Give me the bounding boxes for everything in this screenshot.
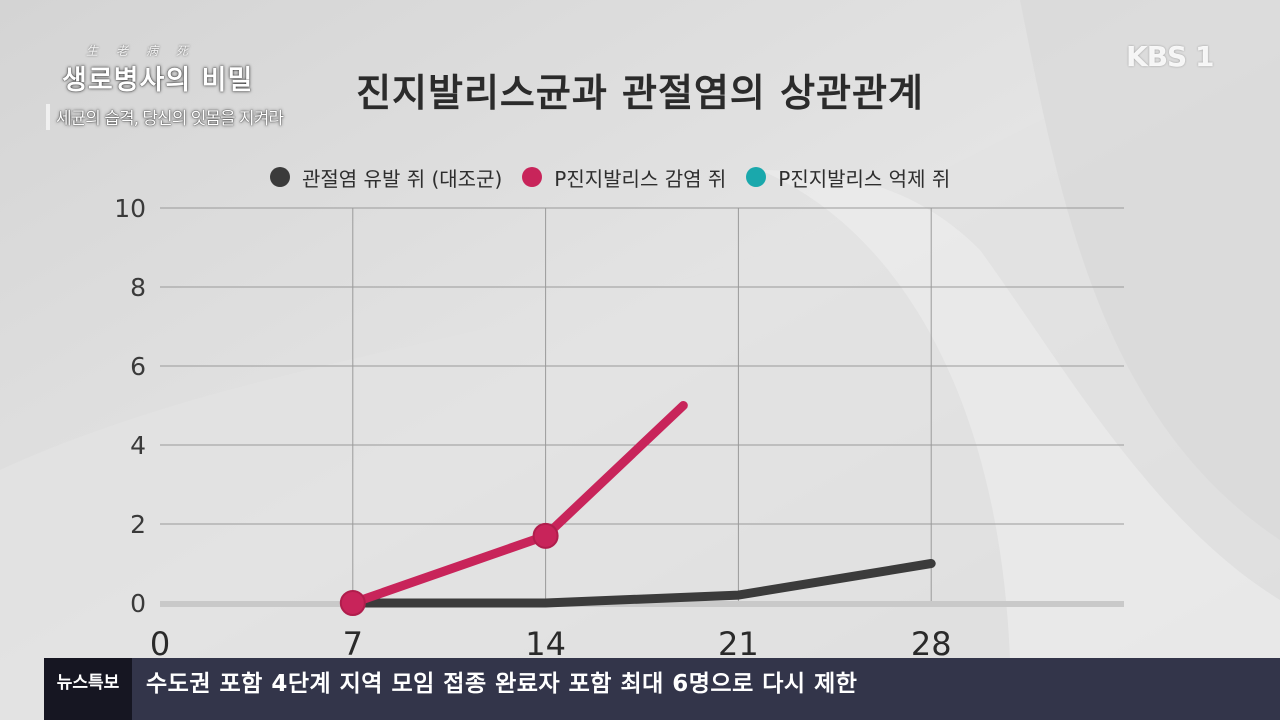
y-tick-label: 10 [114,194,146,223]
chart-title: 진지발리스균과 관절염의 상관관계 [356,71,924,115]
ticker-headline: 수도권 포함 4단계 지역 모임 접종 완료자 포함 최대 6명으로 다시 제한 [146,671,858,697]
legend-label: P진지발리스 감염 쥐 [554,166,727,191]
news-ticker: 뉴스특보 수도권 포함 4단계 지역 모임 접종 완료자 포함 최대 6명으로 … [44,658,1280,720]
channel-logo: KBS 1 [1126,40,1214,73]
x-tick-label: 21 [718,625,759,663]
legend-item-control: 관절염 유발 쥐 (대조군) [270,163,502,192]
y-tick-label: 4 [130,431,146,460]
y-tick-label: 2 [130,510,146,539]
y-tick-label: 8 [130,273,146,302]
legend-dot-icon [522,167,543,187]
x-tick-label: 0 [150,625,170,663]
series-line-1 [348,401,688,608]
x-tick-label: 7 [343,625,363,663]
legend-label: 관절염 유발 쥐 (대조군) [302,166,503,191]
legend-dot-icon [746,167,767,187]
series-point-1 [532,522,559,549]
ticker-tag: 뉴스특보 [44,658,132,720]
x-tick-label: 28 [911,625,952,663]
legend-item-inhibited: P진지발리스 억제 쥐 [746,163,950,192]
legend-label: P진지발리스 억제 쥐 [778,166,951,191]
series-line-0 [348,559,936,608]
program-divider [46,104,50,130]
x-tick-label: 14 [525,625,566,663]
program-subtitle: 세균의 습격, 당신의 잇몸을 지켜라 [56,109,284,129]
legend-item-infected: P진지발리스 감염 쥐 [522,163,726,192]
program-hanja: 生老病死 [86,44,207,58]
program-title: 생로병사의 비밀 [62,65,254,96]
series-point-1 [339,590,366,616]
legend-dot-icon [270,167,290,187]
chart-legend: 관절염 유발 쥐 (대조군) P진지발리스 감염 쥐 P진지발리스 억제 쥐 [270,160,970,194]
y-tick-label: 6 [130,352,146,381]
y-tick-label: 0 [130,589,146,618]
